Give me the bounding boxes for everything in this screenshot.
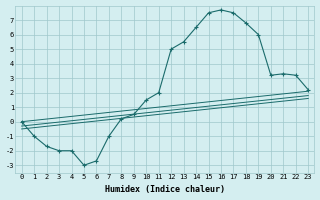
X-axis label: Humidex (Indice chaleur): Humidex (Indice chaleur)	[105, 185, 225, 194]
